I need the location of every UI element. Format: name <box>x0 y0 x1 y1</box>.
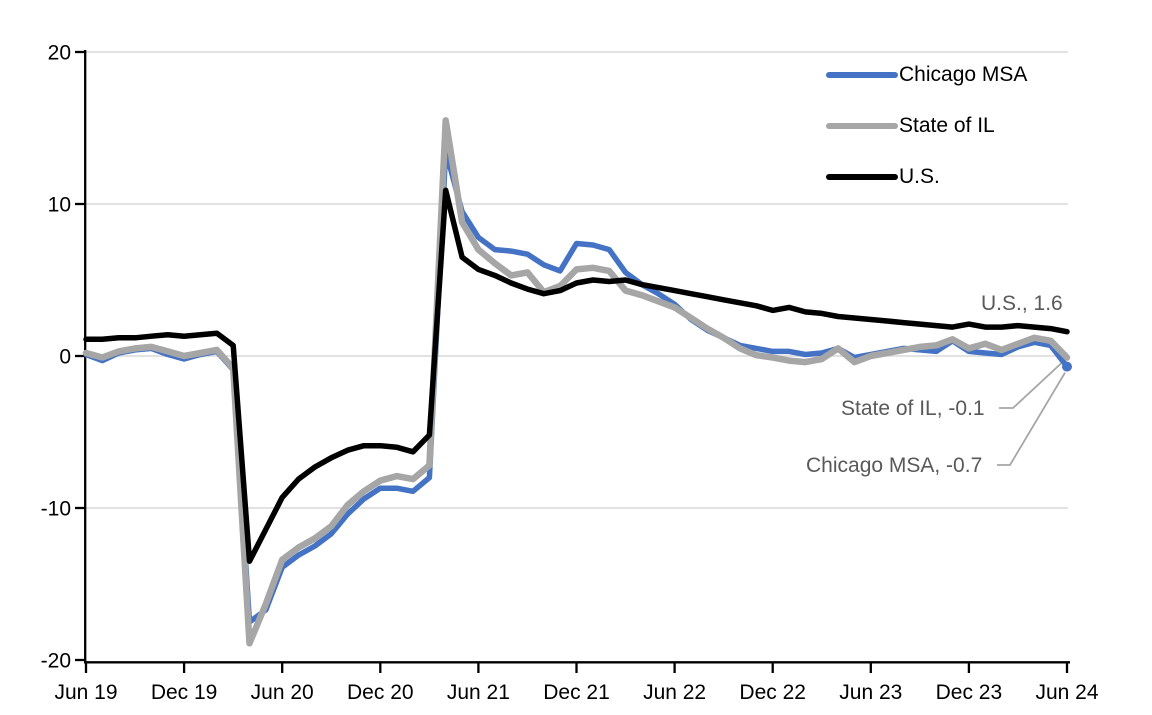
annotation-us: U.S., 1.6 <box>981 292 1063 315</box>
series-line-u-s- <box>83 187 1070 564</box>
legend-line-chicago-msa-icon <box>826 72 898 78</box>
annotation-state-il: State of IL, -0.1 <box>841 397 985 420</box>
x-tick-label-7: Dec 22 <box>739 681 806 704</box>
legend-line-us-icon <box>826 174 898 180</box>
x-tick-label-2: Jun 20 <box>251 681 314 704</box>
x-tick-label-10: Jun 24 <box>1035 681 1098 704</box>
legend-label-us: U.S. <box>899 165 940 188</box>
legend-item-us: U.S. <box>826 166 1027 188</box>
x-tick-label-3: Dec 20 <box>347 681 414 704</box>
chicago-msa-endpoint-marker <box>1062 361 1072 372</box>
leader-line-chicago-msa <box>997 372 1066 466</box>
legend-label-state-of-il: State of IL <box>899 114 995 137</box>
series-line-state-of-il <box>82 117 1071 647</box>
leader-line-state-il <box>999 362 1062 409</box>
x-tick-label-4: Jun 21 <box>447 681 510 704</box>
y-tick-label--10: -10 <box>41 498 71 521</box>
legend-item-chicago-msa: Chicago MSA <box>826 64 1027 86</box>
x-tick-label-6: Jun 22 <box>643 681 706 704</box>
y-tick-label-20: 20 <box>48 42 71 65</box>
x-tick-label-0: Jun 19 <box>54 681 117 704</box>
x-tick-label-5: Dec 21 <box>543 681 610 704</box>
y-tick-label--20: -20 <box>41 650 71 673</box>
y-tick-label-10: 10 <box>48 194 71 217</box>
x-tick-label-1: Dec 19 <box>151 681 218 704</box>
legend-label-chicago-msa: Chicago MSA <box>899 63 1028 86</box>
legend-line-state-of-il-icon <box>826 123 898 129</box>
x-tick-label-9: Dec 23 <box>936 681 1003 704</box>
x-tick-label-8: Jun 23 <box>839 681 902 704</box>
legend: Chicago MSA State of IL U.S. <box>826 64 1027 217</box>
annotation-chicago-msa: Chicago MSA, -0.7 <box>806 454 983 477</box>
y-tick-label-0: 0 <box>59 346 71 369</box>
legend-item-state-of-il: State of IL <box>826 115 1027 137</box>
